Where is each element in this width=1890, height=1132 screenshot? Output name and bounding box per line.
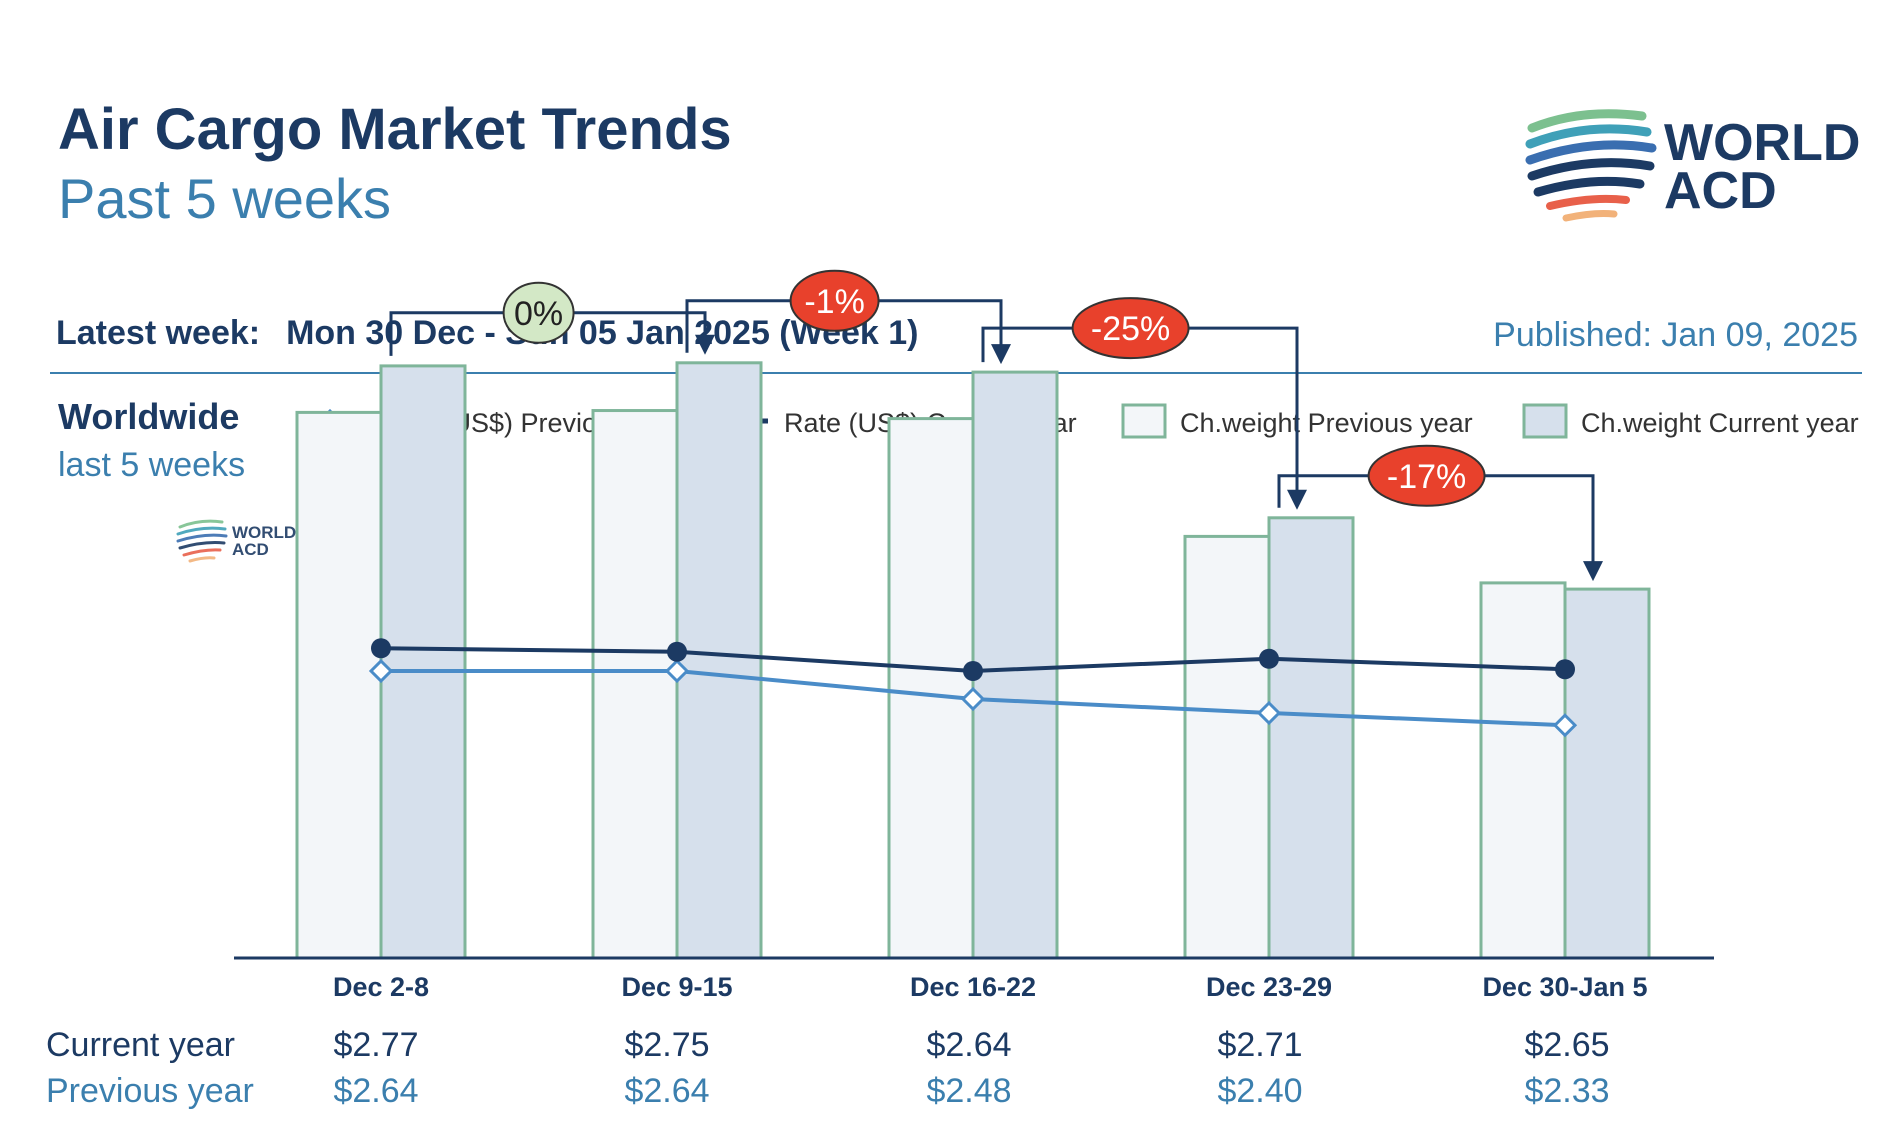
- region-name: Worldwide: [58, 396, 240, 437]
- legend-item-weight-current: Ch.weight Current year: [1522, 403, 1859, 439]
- change-arrowhead-2: [1287, 489, 1307, 510]
- point-rate-previous-3: [1256, 700, 1282, 726]
- change-badge-1: [789, 269, 880, 332]
- point-rate-previous-0: [368, 658, 394, 684]
- current-year-rate-0: $2.77: [333, 1026, 419, 1064]
- point-rate-previous-2: [960, 686, 986, 712]
- x-tick-label-1: Dec 9-15: [621, 972, 732, 1002]
- bar-weight-previous-2: [887, 417, 975, 960]
- previous-year-rate-3: $2.40: [1217, 1072, 1303, 1110]
- published-date: Published: Jan 09, 2025: [1493, 316, 1858, 354]
- world-acd-logo: WORLD ACD: [1525, 109, 1860, 222]
- bar-weight-previous-1: [591, 409, 679, 960]
- bar-weight-current-0: [379, 364, 467, 960]
- logo-text-line1: WORLD: [1664, 114, 1860, 172]
- x-tick-label-2: Dec 16-22: [910, 972, 1036, 1002]
- change-badge-label-0: 0%: [514, 295, 563, 333]
- bar-weight-current-1: [675, 361, 763, 960]
- row-label-current-year: Current year: [46, 1026, 235, 1064]
- chart-logo-line1: WORLD: [232, 523, 296, 542]
- current-year-rate-1: $2.75: [624, 1026, 710, 1064]
- legend: Rate (US$) Previous year Rate (US$) Curr…: [298, 403, 1859, 439]
- latest-week-label: Latest week:: [56, 314, 261, 352]
- previous-year-rate-2: $2.48: [926, 1072, 1012, 1110]
- change-arrowhead-0: [695, 334, 715, 355]
- legend-item-weight-previous: Ch.weight Previous year: [1121, 403, 1473, 439]
- bar-weight-current-3: [1267, 516, 1355, 960]
- bar-weight-previous-0: [295, 410, 383, 960]
- header-divider: [50, 372, 1862, 374]
- bar-weight-previous-3: [1183, 534, 1271, 960]
- point-rate-current-4: [1555, 659, 1575, 680]
- bars-layer: [295, 361, 1651, 960]
- previous-year-rate-4: $2.33: [1524, 1072, 1610, 1110]
- region-period: last 5 weeks: [58, 446, 246, 484]
- legend-swatch-weight-current: [1522, 403, 1568, 439]
- current-year-rate-4: $2.65: [1524, 1026, 1610, 1064]
- change-arrows-layer: 0% -1% -25% -17%: [389, 269, 1603, 582]
- change-arrowhead-1: [991, 344, 1011, 365]
- page-title: Air Cargo Market Trends: [58, 97, 732, 162]
- point-rate-current-1: [667, 641, 687, 662]
- previous-year-rate-1: $2.64: [624, 1072, 710, 1110]
- row-label-previous-year: Previous year: [46, 1072, 254, 1110]
- change-badge-0: [502, 281, 575, 344]
- current-year-rate-2: $2.64: [926, 1026, 1012, 1064]
- point-rate-current-2: [963, 661, 983, 681]
- change-arrowhead-3: [1583, 561, 1603, 582]
- chart-logo-line2: ACD: [232, 540, 269, 559]
- legend-label-weight-previous: Ch.weight Previous year: [1180, 408, 1473, 438]
- x-tick-labels: Dec 2-8 Dec 9-15 Dec 16-22 Dec 23-29 Dec 30-…: [333, 972, 1648, 1002]
- bar-weight-current-2: [971, 370, 1059, 960]
- change-badge-label-1: -1%: [804, 283, 864, 321]
- bar-weight-previous-4: [1479, 581, 1567, 960]
- point-rate-previous-1: [664, 658, 690, 684]
- legend-swatch-weight-previous: [1121, 403, 1167, 439]
- previous-year-rate-0: $2.64: [333, 1072, 419, 1110]
- point-rate-previous-4: [1552, 713, 1578, 738]
- logo-text-line2: ACD: [1664, 162, 1777, 220]
- x-tick-label-3: Dec 23-29: [1206, 972, 1332, 1002]
- legend-label-weight-current: Ch.weight Current year: [1581, 408, 1859, 438]
- x-tick-label-4: Dec 30-Jan 5: [1482, 972, 1647, 1002]
- point-rate-current-0: [371, 638, 391, 659]
- x-tick-label-0: Dec 2-8: [333, 972, 429, 1002]
- current-year-rate-3: $2.71: [1217, 1026, 1303, 1064]
- change-badge-3: [1367, 444, 1486, 507]
- change-badge-2: [1071, 297, 1190, 360]
- change-badge-label-2: -25%: [1091, 310, 1170, 348]
- rate-lines-layer: [368, 638, 1578, 738]
- change-badge-label-3: -17%: [1387, 458, 1466, 496]
- chart-watermark-logo: WORLD ACD: [176, 519, 296, 563]
- bar-weight-current-4: [1563, 587, 1651, 960]
- page-subtitle: Past 5 weeks: [58, 167, 392, 230]
- point-rate-current-3: [1259, 648, 1279, 669]
